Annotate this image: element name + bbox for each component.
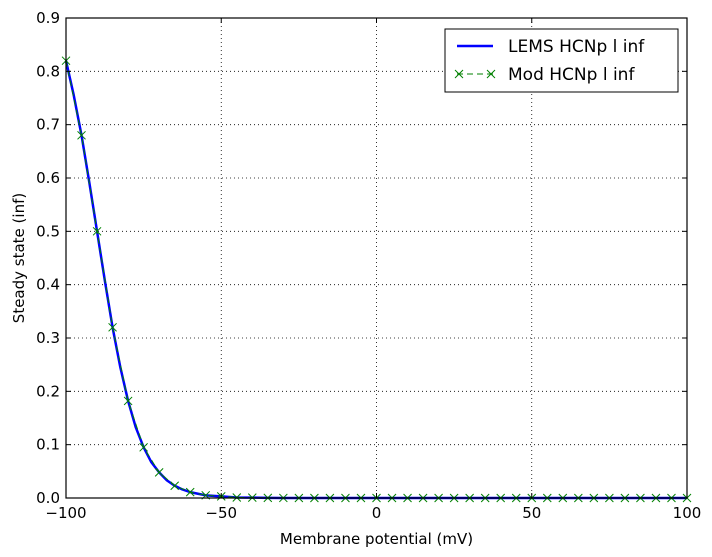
y-tick-label: 0.6: [36, 169, 60, 187]
x-tick-label: 0: [372, 504, 382, 522]
y-tick-label: 0.0: [36, 489, 60, 507]
legend-marker-mod: [486, 69, 496, 79]
x-tick-label: −100: [45, 504, 86, 522]
series-layer: [61, 56, 692, 503]
y-tick-label: 0.4: [36, 276, 60, 294]
data-point-mod: [108, 322, 117, 332]
data-point-mod: [185, 487, 195, 497]
legend-markers-mod: [454, 69, 496, 79]
legend-label-lems: LEMS HCNp l inf: [508, 37, 645, 57]
y-tick-label: 0.5: [36, 222, 60, 240]
x-axis-label: Membrane potential (mV): [280, 530, 473, 548]
legend: LEMS HCNp l inf Mod HCNp l inf: [444, 28, 679, 93]
y-tick-label: 0.3: [36, 329, 60, 347]
data-point-mod: [92, 226, 102, 236]
y-tick-label: 0.2: [36, 382, 60, 400]
grid-lines: [66, 18, 687, 498]
y-tick-label: 0.8: [36, 62, 60, 80]
data-point-mod: [170, 481, 180, 491]
x-tick-label: 100: [673, 504, 702, 522]
data-point-mod: [123, 396, 133, 406]
x-tick-label: 50: [522, 504, 541, 522]
data-point-mod: [154, 468, 164, 477]
y-tick-label: 0.9: [36, 9, 60, 27]
legend-marker-mod: [454, 69, 464, 79]
y-tick-label: 0.7: [36, 116, 60, 134]
legend-box: [444, 28, 679, 93]
y-tick-label: 0.1: [36, 436, 60, 454]
y-axis-label: Steady state (inf): [10, 193, 28, 323]
data-point-mod: [139, 442, 148, 452]
ticks: −100 −50 0 50 100 0.0 0.1 0.2 0.3 0.4 0.5 0.6 0.7 0.8…: [36, 9, 701, 522]
x-tick-label: −50: [205, 504, 237, 522]
legend-label-mod: Mod HCNp l inf: [508, 65, 635, 85]
data-point-mod: [77, 130, 86, 140]
